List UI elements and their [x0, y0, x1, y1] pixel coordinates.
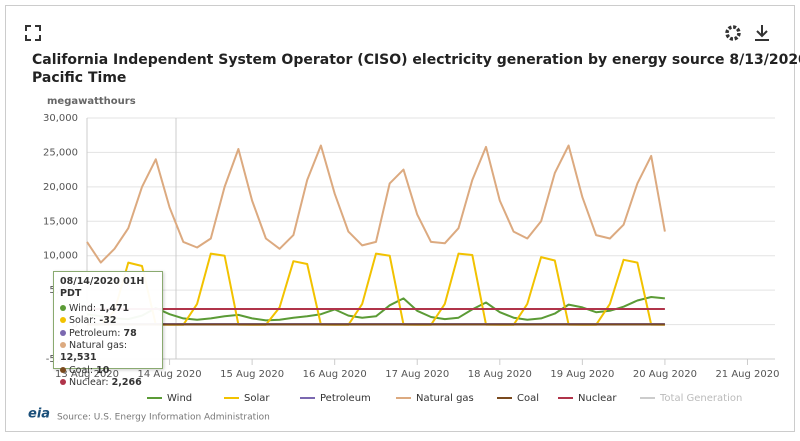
tooltip-dot: [60, 366, 66, 373]
legend-label: Total Generation: [659, 393, 742, 404]
tooltip-title: 08/14/2020 01H PDT: [60, 276, 145, 300]
tooltip-row: Nuclear: 2,266: [60, 377, 162, 389]
tooltip-name: Natural gas:: [69, 340, 128, 352]
y-tick-label: 10,000: [43, 251, 78, 262]
legend-label: Solar: [244, 393, 270, 404]
tooltip-dot: [60, 304, 66, 311]
tooltip-value: 2,266: [111, 377, 142, 389]
x-tick-label: 21 Aug 2020: [715, 369, 779, 380]
x-tick-label: 19 Aug 2020: [550, 369, 614, 380]
tooltip-name: Solar:: [69, 315, 97, 327]
legend-item[interactable]: Natural gas: [396, 393, 474, 404]
logo: eia: [28, 407, 50, 422]
legend-label: Wind: [167, 393, 192, 404]
expand-icon[interactable]: [25, 25, 41, 41]
tooltip-dot: [60, 329, 66, 336]
tooltip-value: -32: [99, 315, 117, 327]
tooltip-row: Petroleum: 78: [60, 328, 162, 340]
x-tick-label: 20 Aug 2020: [633, 369, 697, 380]
y-tick-label: 20,000: [43, 182, 78, 193]
legend-label: Nuclear: [578, 393, 617, 404]
tooltip-value: 78: [123, 327, 137, 339]
tooltip-value: 10: [96, 364, 110, 376]
y-tick-label: 15,000: [43, 216, 78, 227]
y-tick-label: 30,000: [43, 113, 78, 124]
download-icon[interactable]: [755, 25, 769, 41]
tooltip-name: Coal:: [69, 364, 94, 376]
tooltip-row: Natural gas: 12,531: [60, 340, 162, 365]
x-tick-label: 14 Aug 2020: [138, 369, 202, 380]
settings-icon[interactable]: [725, 25, 741, 41]
source: Source: U.S. Energy Information Administ…: [57, 413, 270, 423]
x-tick-label: 15 Aug 2020: [220, 369, 284, 380]
tooltip-value: 12,531: [60, 352, 97, 364]
x-tick-label: 13 Aug 2020: [55, 369, 119, 380]
series-line: [86, 144, 666, 264]
tooltip-name: Nuclear:: [69, 377, 109, 389]
tooltip-row: Coal: 10: [60, 365, 162, 377]
series-line: [86, 296, 666, 322]
tooltip-name: Wind:: [69, 302, 97, 314]
y-axis-label: megawatthours: [47, 96, 136, 107]
legend-item[interactable]: Petroleum: [300, 393, 371, 404]
y-tick-label: 25,000: [43, 147, 78, 158]
tooltip-name: Petroleum:: [69, 327, 121, 339]
legend-item[interactable]: Solar: [224, 393, 270, 404]
legend-item[interactable]: Wind: [147, 393, 192, 404]
x-tick-label: 16 Aug 2020: [303, 369, 367, 380]
tooltip-dot: [60, 379, 66, 386]
chart-title: California Independent System Operator (…: [32, 52, 800, 86]
tooltip-row: Wind: 1,471: [60, 303, 162, 315]
legend-label: Coal: [517, 393, 539, 404]
legend-item[interactable]: Total Generation: [640, 393, 742, 404]
tooltip-row: Solar: -32: [60, 315, 162, 327]
tooltip-value: 1,471: [99, 302, 130, 314]
x-tick-label: 18 Aug 2020: [468, 369, 532, 380]
legend-label: Petroleum: [320, 393, 371, 404]
legend-item[interactable]: Coal: [497, 393, 539, 404]
legend-item[interactable]: Nuclear: [558, 393, 617, 404]
tooltip: 08/14/2020 01H PDT Wind: 1,471 Solar: -32 P…: [53, 271, 163, 388]
x-tick-label: 17 Aug 2020: [385, 369, 449, 380]
tooltip-dot: [60, 342, 66, 349]
legend-label: Natural gas: [416, 393, 474, 404]
tooltip-dot: [60, 317, 66, 324]
